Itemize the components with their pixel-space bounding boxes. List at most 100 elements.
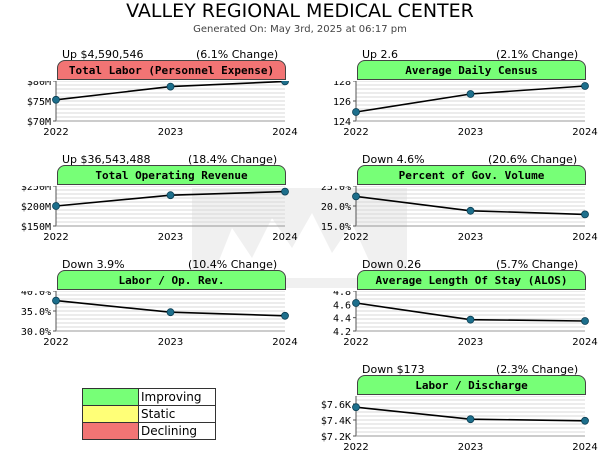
- y-tick-label: 25.0%: [321, 186, 351, 193]
- legend-swatch-improving: [82, 388, 139, 406]
- panel-total-op-rev: Up $36,543,488 (18.4% Change) Total Oper…: [0, 153, 300, 258]
- panel-pct-gov-volume: Down 4.6% (20.6% Change) Percent of Gov.…: [300, 153, 600, 258]
- x-tick-label: 2023: [158, 337, 183, 348]
- data-point: [52, 95, 60, 104]
- data-point: [581, 317, 589, 325]
- metric-title-banner: Average Daily Census: [357, 60, 586, 80]
- x-tick-label: 2022: [343, 337, 368, 348]
- change-amount: Up 2.6: [362, 48, 399, 61]
- y-tick-label: 4.6: [333, 300, 351, 311]
- y-tick-label: $7.4K: [321, 416, 351, 427]
- data-point: [352, 299, 360, 307]
- data-point: [581, 210, 589, 219]
- data-point: [166, 308, 175, 317]
- x-tick-label: 2024: [272, 337, 297, 348]
- x-tick-label: 2024: [572, 337, 597, 348]
- metric-title-banner: Labor / Op. Rev.: [57, 270, 286, 290]
- data-point: [166, 82, 175, 91]
- y-tick-label: 128: [333, 81, 351, 88]
- y-tick-label: $80M: [27, 81, 51, 88]
- y-tick-label: $75M: [27, 97, 51, 108]
- y-tick-label: 4.2: [333, 327, 351, 338]
- panel-total-labor: Up $4,590,546 (6.1% Change) Total Labor …: [0, 48, 300, 153]
- x-tick-label: 2022: [43, 232, 68, 243]
- y-tick-label: 4.8: [333, 291, 351, 298]
- y-tick-label: 35.0%: [21, 307, 51, 318]
- y-tick-label: 15.0%: [321, 222, 351, 233]
- x-tick-label: 2022: [343, 442, 368, 453]
- data-point: [281, 187, 289, 196]
- y-tick-label: $70M: [27, 117, 51, 128]
- x-tick-label: 2024: [572, 442, 597, 453]
- panel-alos: Down 0.26 (5.7% Change) Average Length O…: [300, 258, 600, 363]
- x-tick-label: 2023: [158, 127, 183, 138]
- data-point: [52, 296, 60, 305]
- x-tick-label: 2024: [272, 127, 297, 138]
- panel-labor-discharge: Down $173 (2.3% Change) Labor / Discharg…: [300, 363, 600, 468]
- legend-swatch-declining: [82, 422, 139, 440]
- x-tick-label: 2022: [343, 127, 368, 138]
- x-tick-label: 2023: [458, 232, 483, 243]
- y-tick-label: 126: [333, 97, 351, 108]
- change-amount: Down 3.9%: [62, 258, 125, 271]
- status-legend: Improving Static Declining: [82, 388, 216, 440]
- page-title: VALLEY REGIONAL MEDICAL CENTER: [126, 0, 474, 22]
- legend-swatch-static: [82, 405, 139, 423]
- change-percent: (2.1% Change): [496, 48, 579, 61]
- change-amount: Down 0.26: [362, 258, 422, 271]
- data-point: [581, 82, 589, 90]
- x-tick-label: 2024: [572, 232, 597, 243]
- legend-label-static: Static: [138, 405, 216, 423]
- change-amount: Down $173: [362, 363, 425, 376]
- x-tick-label: 2023: [458, 442, 483, 453]
- change-percent: (6.1% Change): [196, 48, 279, 61]
- x-tick-label: 2022: [43, 127, 68, 138]
- y-tick-label: $7.6K: [321, 400, 351, 411]
- data-point: [466, 415, 475, 424]
- x-tick-label: 2022: [343, 232, 368, 243]
- data-point: [166, 191, 175, 200]
- x-tick-label: 2023: [458, 337, 483, 348]
- data-point: [581, 416, 589, 425]
- data-point: [352, 403, 360, 412]
- x-tick-label: 2023: [158, 232, 183, 243]
- panel-avg-daily-census: Up 2.6 (2.1% Change) Average Daily Censu…: [300, 48, 600, 153]
- y-tick-label: 30.0%: [21, 327, 51, 338]
- data-point: [52, 202, 60, 210]
- legend-label-improving: Improving: [138, 388, 216, 406]
- y-tick-label: $7.2K: [321, 432, 351, 443]
- metric-title-banner: Total Operating Revenue: [57, 165, 286, 185]
- y-tick-label: $150M: [21, 222, 51, 233]
- data-point: [281, 311, 289, 320]
- data-point: [352, 108, 360, 116]
- y-tick-label: 20.0%: [321, 202, 351, 213]
- change-amount: Down 4.6%: [362, 153, 425, 166]
- change-amount: Up $36,543,488: [62, 153, 151, 166]
- change-percent: (10.4% Change): [188, 258, 278, 271]
- metric-title-banner: Average Length Of Stay (ALOS): [357, 270, 586, 290]
- y-tick-label: 4.4: [333, 314, 351, 325]
- generated-timestamp: Generated On: May 3rd, 2025 at 06:17 pm: [193, 24, 407, 35]
- data-point: [466, 90, 475, 98]
- x-tick-label: 2024: [272, 232, 297, 243]
- metric-chart: 25.0% 20.0% 15.0%2022 2023 2024: [321, 186, 598, 243]
- x-tick-label: 2023: [458, 127, 483, 138]
- metric-title-banner: Total Labor (Personnel Expense): [57, 60, 286, 80]
- y-tick-label: $250M: [21, 186, 51, 193]
- data-point: [466, 315, 475, 324]
- change-percent: (20.6% Change): [488, 153, 578, 166]
- x-tick-label: 2024: [572, 127, 597, 138]
- change-amount: Up $4,590,546: [62, 48, 144, 61]
- data-point: [352, 192, 360, 201]
- metric-title-banner: Percent of Gov. Volume: [357, 165, 586, 185]
- metric-title-banner: Labor / Discharge: [357, 375, 586, 395]
- metric-chart: 40.0% 35.0% 30.0%2022 2023 2024: [21, 291, 298, 348]
- y-tick-label: 40.0%: [21, 291, 51, 298]
- data-point: [466, 206, 475, 215]
- panel-labor-op-rev: Down 3.9% (10.4% Change) Labor / Op. Rev…: [0, 258, 300, 363]
- x-tick-label: 2022: [43, 337, 68, 348]
